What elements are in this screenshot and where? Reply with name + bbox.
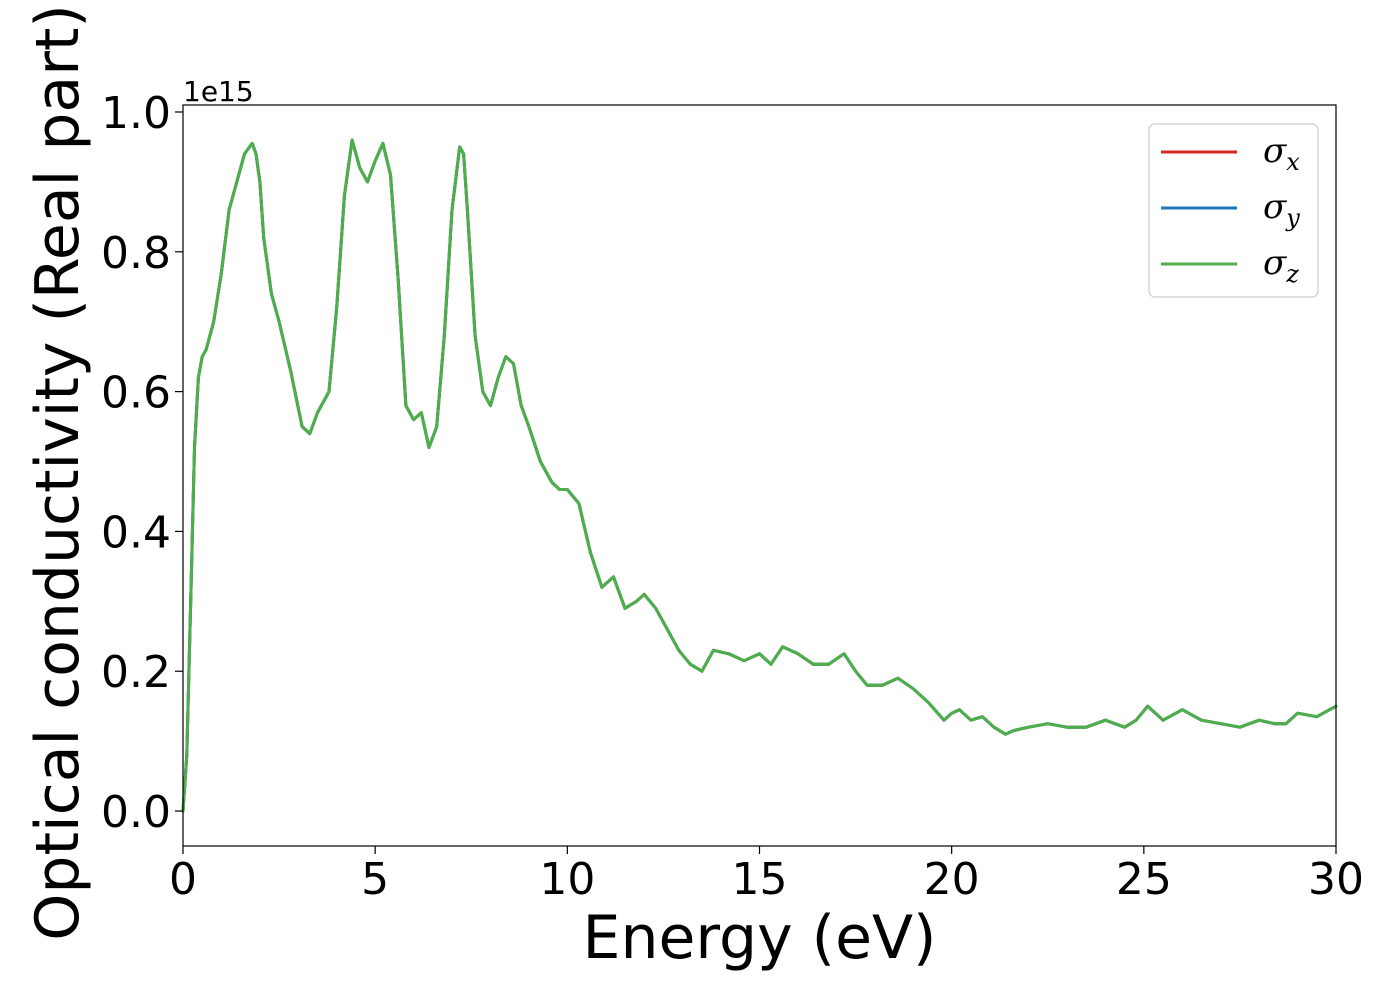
legend-item-y: σy (1161, 187, 1300, 232)
x-tick-label: 10 (539, 854, 595, 905)
x-axis-ticks: 0 5 10 15 20 25 30 (169, 846, 1364, 905)
y-tick-label: 0.2 (101, 647, 171, 698)
x-tick-label: 5 (361, 854, 389, 905)
legend-box (1148, 123, 1319, 298)
y-tick-label: 1.0 (101, 88, 171, 139)
x-axis-label: Energy (eV) (583, 903, 937, 973)
x-tick-label: 15 (732, 854, 788, 905)
legend-symbol: σ (1263, 243, 1287, 283)
legend-item-z: σz (1161, 243, 1299, 288)
legend-subscript: y (1285, 204, 1300, 232)
legend-symbol: σ (1263, 131, 1287, 171)
y-axis-label: Optical conductivity (Real part) (23, 4, 93, 941)
legend-subscript: z (1285, 260, 1299, 288)
y-tick-label: 0.0 (101, 787, 171, 838)
series-line-z (181, 138, 1338, 813)
legend-label: σx (1263, 131, 1300, 176)
x-tick-label: 25 (1116, 854, 1172, 905)
series-layer (181, 138, 1338, 813)
y-axis-ticks: 0.0 0.2 0.4 0.6 0.8 1.0 (101, 88, 183, 838)
y-tick-label: 0.4 (101, 507, 171, 558)
x-tick-label: 30 (1308, 854, 1364, 905)
y-tick-label: 0.8 (101, 228, 171, 279)
y-axis-offset-label: 1e15 (183, 75, 254, 108)
x-tick-label: 0 (169, 854, 197, 905)
y-tick-label: 0.6 (101, 368, 171, 419)
legend-label: σy (1263, 187, 1300, 232)
x-tick-label: 20 (924, 854, 980, 905)
legend-label: σz (1263, 243, 1299, 288)
legend-item-x: σx (1161, 131, 1300, 176)
legend-subscript: x (1286, 148, 1300, 176)
legend-symbol: σ (1263, 187, 1287, 227)
